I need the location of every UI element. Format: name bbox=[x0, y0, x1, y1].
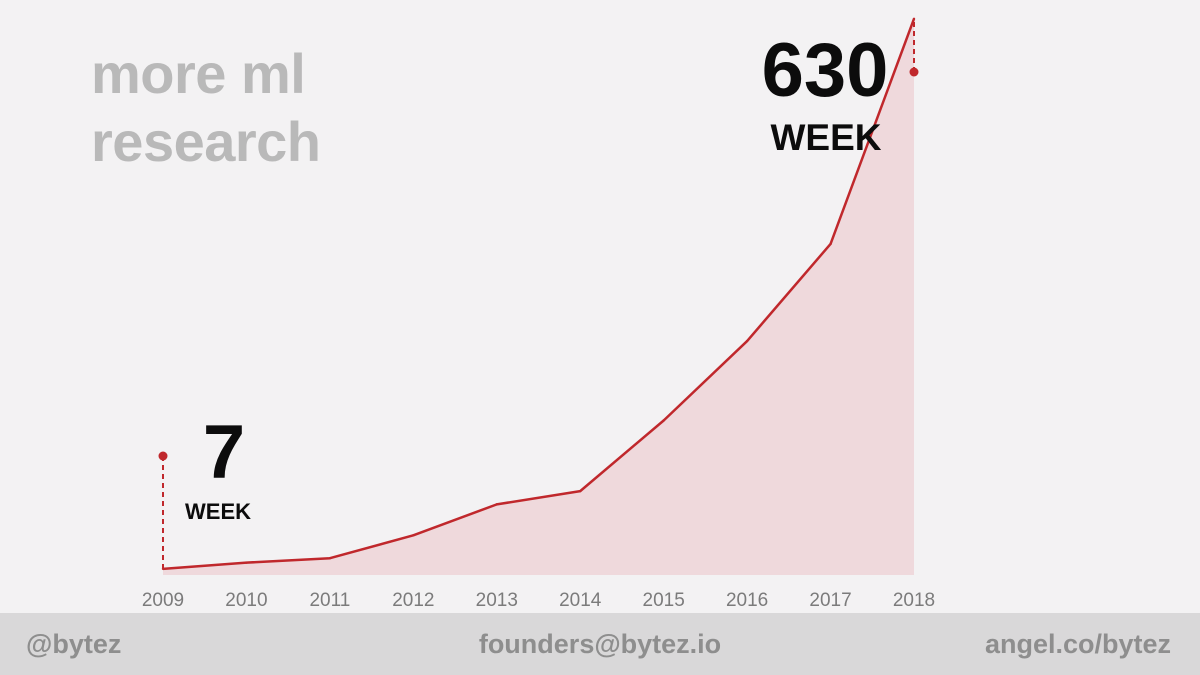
title-line-2: research bbox=[91, 110, 321, 173]
footer-twitter-handle[interactable]: @bytez bbox=[26, 629, 122, 659]
series-line bbox=[162, 18, 916, 571]
x-tick-label-2013: 2013 bbox=[476, 590, 518, 611]
footer-email[interactable]: founders@bytez.io bbox=[478, 629, 722, 659]
data-point-2011 bbox=[328, 557, 332, 560]
x-tick-label-2016: 2016 bbox=[726, 590, 768, 611]
area-chart: 2009 2010 2011 2012 2013 2014 2015 2016 2017 2018… bbox=[142, 17, 935, 611]
annotation-unit-left: WEEK bbox=[185, 499, 251, 524]
chart-title: more ml research bbox=[91, 40, 321, 176]
area-fill bbox=[163, 18, 914, 575]
x-tick-label-2009: 2009 bbox=[142, 590, 184, 611]
footer-bar: @bytez founders@bytez.io angel.co/bytez bbox=[0, 613, 1200, 675]
data-point-2014 bbox=[579, 489, 582, 493]
data-point-2012 bbox=[412, 534, 415, 537]
title-line-1: more ml bbox=[91, 42, 306, 105]
data-point-2017 bbox=[829, 242, 832, 246]
x-tick-label-2015: 2015 bbox=[643, 590, 685, 611]
x-tick-label-2014: 2014 bbox=[559, 590, 602, 611]
data-point-2015 bbox=[662, 419, 665, 422]
data-point-2016 bbox=[745, 339, 749, 343]
x-tick-label-2012: 2012 bbox=[392, 590, 434, 611]
annotation-unit-right: WEEK bbox=[771, 117, 882, 158]
data-point-2010 bbox=[245, 561, 248, 564]
x-tick-label-2010: 2010 bbox=[225, 590, 267, 611]
annotation-value-left: 7 bbox=[203, 410, 245, 495]
x-tick-label-2011: 2011 bbox=[309, 590, 350, 611]
annotation-value-right: 630 bbox=[762, 28, 889, 113]
data-point-2018 bbox=[912, 17, 916, 21]
footer-angel-link[interactable]: angel.co/bytez bbox=[984, 629, 1171, 659]
x-tick-label-2018: 2018 bbox=[893, 590, 935, 611]
annotation-dot-left bbox=[158, 451, 168, 461]
data-point-2013 bbox=[495, 503, 498, 506]
x-tick-label-2017: 2017 bbox=[809, 590, 851, 611]
annotation-dot-right bbox=[909, 67, 919, 77]
